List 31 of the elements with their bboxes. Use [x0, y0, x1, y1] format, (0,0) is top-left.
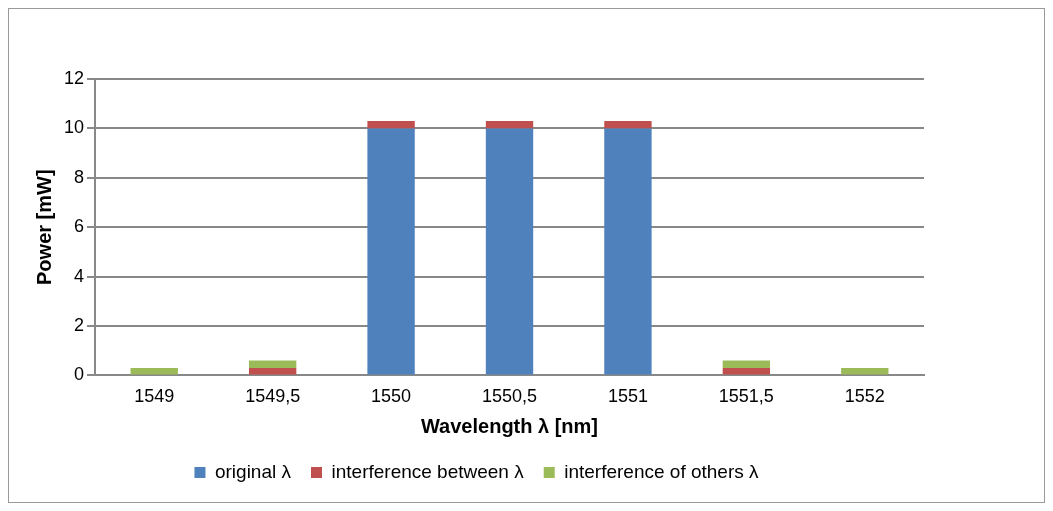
y-axis-title: Power [mW]	[32, 169, 55, 285]
bar	[722, 360, 771, 368]
x-tick-label: 1550	[371, 386, 412, 407]
bar	[367, 120, 415, 129]
legend-label: original λ	[214, 460, 292, 482]
bar	[130, 367, 178, 375]
y-tick-label: 2	[74, 314, 85, 335]
bar	[604, 128, 652, 375]
y-tick-label: 8	[74, 166, 85, 187]
bar	[248, 367, 297, 375]
x-tick-label: 1550,5	[481, 386, 538, 407]
y-tick-label: 12	[63, 67, 85, 88]
bar	[248, 360, 297, 368]
legend-label: interference between λ	[331, 460, 525, 482]
bar	[841, 367, 889, 375]
x-tick-label: 1551,5	[718, 386, 774, 407]
bar	[604, 120, 652, 129]
y-tick-label: 0	[74, 364, 85, 385]
bar	[485, 120, 534, 129]
x-tick-label: 1551	[607, 386, 648, 407]
x-tick-label: 1549	[134, 386, 175, 407]
legend-label: interference of others λ	[564, 460, 760, 482]
x-axis-title: Wavelength λ [nm]	[420, 414, 599, 437]
y-tick-label: 10	[63, 117, 85, 138]
y-tick-label: 6	[74, 216, 85, 237]
bar	[367, 128, 415, 375]
x-tick-label: 1552	[844, 386, 885, 407]
bar	[722, 367, 771, 375]
bar	[485, 128, 534, 375]
y-tick-label: 4	[74, 265, 85, 286]
x-tick-label: 1549,5	[245, 386, 301, 407]
